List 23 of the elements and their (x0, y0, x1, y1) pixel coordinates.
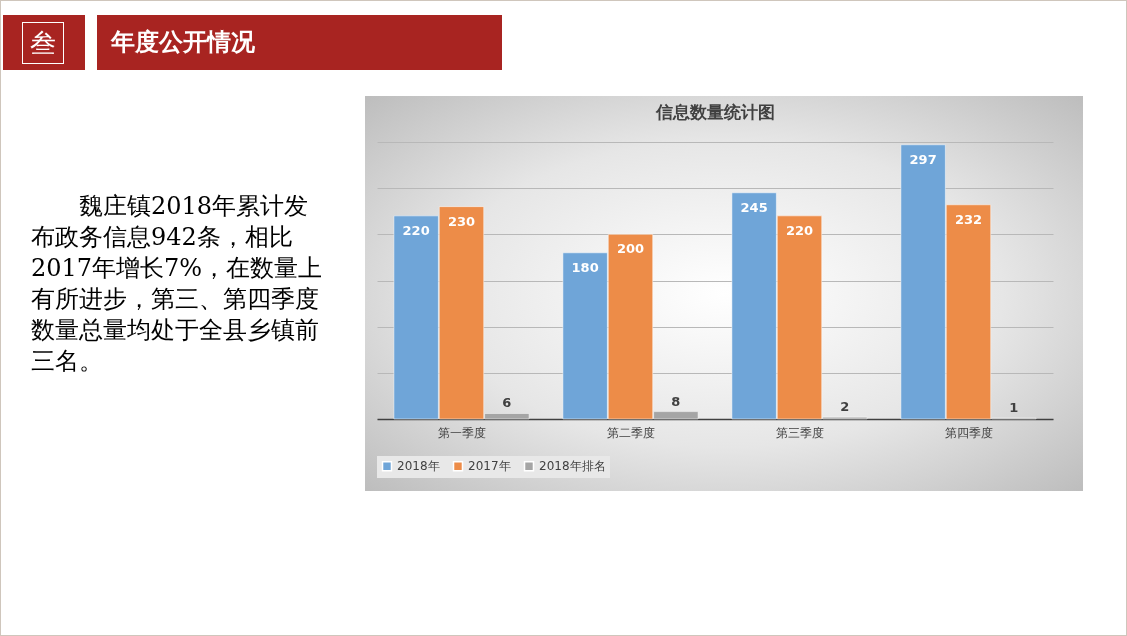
x-tick-label: 第二季度 (606, 425, 655, 440)
data-label: 230 (447, 213, 476, 229)
data-label: 2 (840, 399, 850, 415)
data-label: 232 (954, 211, 983, 227)
data-label: 245 (740, 199, 768, 215)
legend-label: 2017年 (468, 459, 511, 474)
data-label: 220 (402, 222, 430, 238)
data-label: 1 (1009, 400, 1019, 416)
text: 魏庄镇2018年累计发布政务信息942条，相比2017年增长7%，在数量上有所进步，第三、第四季度数量总量均处于全县乡镇前三名。 (31, 191, 324, 377)
legend-label: 2018年 (397, 459, 440, 474)
text: 叁 (22, 22, 64, 64)
x-tick-label: 第四季度 (944, 425, 993, 440)
data-label: 297 (909, 151, 937, 167)
legend-label: 2018年排名 (539, 459, 606, 474)
data-label: 200 (616, 241, 645, 257)
chart-title: 信息数量统计图 (654, 102, 775, 122)
text: 年度公开情况 (97, 15, 502, 70)
data-label: 220 (785, 222, 814, 238)
data-label: 8 (671, 393, 681, 409)
data-label: 6 (502, 395, 512, 411)
x-tick-label: 第一季度 (437, 425, 486, 440)
data-label: 180 (571, 259, 599, 275)
x-tick-label: 第三季度 (775, 425, 824, 440)
